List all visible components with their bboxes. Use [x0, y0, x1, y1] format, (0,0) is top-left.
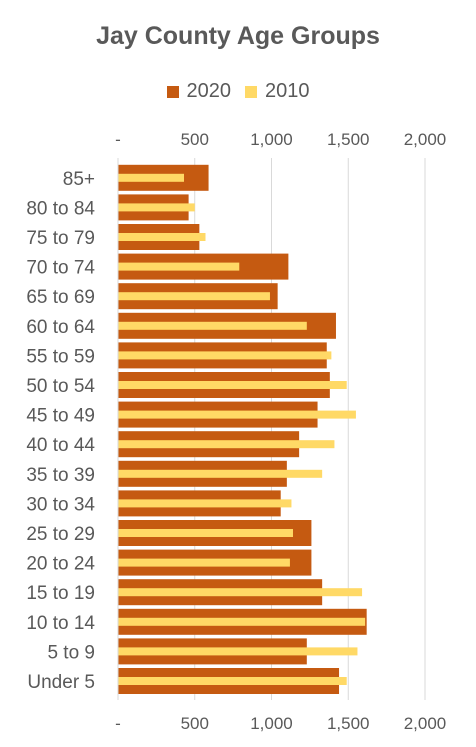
bar-2010	[118, 677, 347, 685]
bar-2010	[118, 262, 240, 271]
bar-2010	[118, 381, 347, 389]
category-label: 65 to 69	[26, 287, 95, 308]
category-label: 35 to 39	[26, 465, 95, 486]
x-tick-label-top: -	[115, 130, 121, 149]
category-label: 60 to 64	[26, 317, 95, 338]
x-tick-label-bottom: 2,000	[404, 714, 447, 733]
bar-2010	[118, 351, 332, 360]
x-tick-label-top: 1,500	[327, 130, 370, 149]
x-tick-label-top: 1,000	[250, 130, 293, 149]
category-label: 40 to 44	[26, 435, 95, 456]
category-label: 85+	[63, 169, 95, 190]
bar-2010	[118, 529, 293, 537]
category-label: 45 to 49	[26, 406, 95, 427]
bar-2010	[118, 292, 270, 301]
bar-2010	[118, 410, 356, 419]
bar-2010	[118, 469, 323, 478]
bar-2010	[118, 647, 358, 656]
category-label: Under 5	[27, 672, 95, 693]
legend-swatch-2020	[166, 85, 179, 98]
legend-item-2010: 2010	[245, 80, 310, 103]
x-tick-label-bottom: 1,500	[327, 714, 370, 733]
category-label: 55 to 59	[26, 346, 95, 367]
category-label: 50 to 54	[26, 376, 95, 397]
legend-swatch-2010	[245, 85, 257, 98]
category-label: 15 to 19	[26, 583, 95, 604]
bar-2010	[118, 617, 366, 626]
category-label: 80 to 84	[26, 198, 95, 219]
x-tick-label-bottom: 1,000	[250, 714, 293, 733]
category-label: 5 to 9	[47, 642, 95, 663]
bar-2010	[118, 173, 185, 182]
category-label: 10 to 14	[26, 613, 95, 634]
category-label: 75 to 79	[26, 228, 95, 249]
legend-label-2020: 2020	[186, 80, 232, 102]
bar-2010	[118, 558, 290, 567]
bar-2010	[118, 321, 307, 330]
bar-2010	[118, 203, 195, 212]
chart-title: Jay County Age Groups	[96, 22, 380, 50]
legend-item-2020: 2020	[166, 80, 232, 103]
category-label: 20 to 24	[26, 554, 95, 575]
legend-label-2010: 2010	[265, 80, 310, 102]
bar-2010	[118, 440, 335, 449]
x-tick-label-top: 500	[181, 130, 209, 149]
bar-2010	[118, 499, 292, 508]
x-tick-label-bottom: 500	[181, 714, 209, 733]
category-label: 30 to 34	[26, 494, 95, 515]
bar-2010	[118, 233, 206, 241]
category-label: 70 to 74	[26, 258, 95, 279]
bar-2010	[118, 588, 363, 597]
x-tick-label-bottom: -	[115, 714, 121, 733]
legend: 2020 2010	[0, 80, 476, 103]
x-tick-label-top: 2,000	[404, 130, 447, 149]
category-label: 25 to 29	[26, 524, 95, 545]
